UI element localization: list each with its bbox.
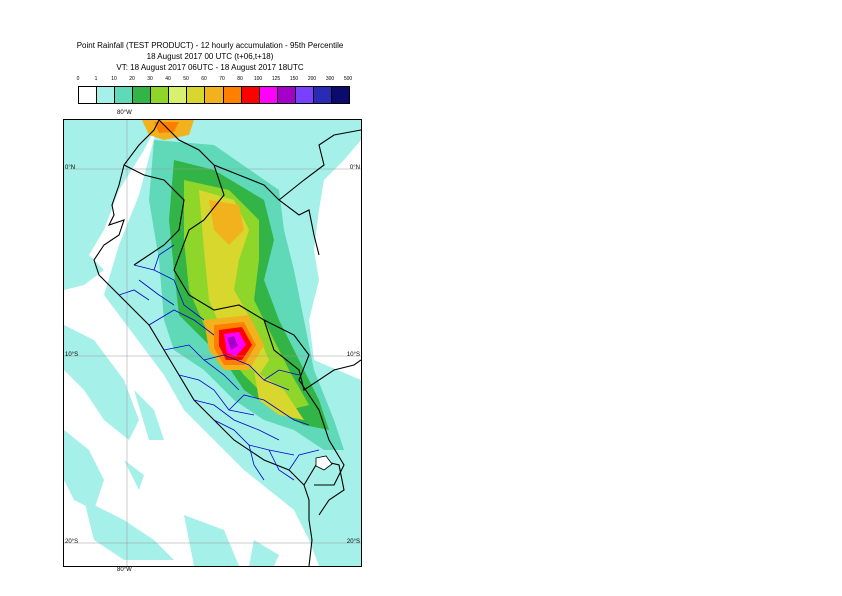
graticule bbox=[64, 120, 361, 566]
lon-label-bottom: 80°W bbox=[117, 567, 132, 573]
legend-label: 60 bbox=[201, 76, 207, 82]
legend-swatch bbox=[115, 87, 134, 103]
lon-label-top: 80°W bbox=[117, 110, 132, 116]
legend-label: 100 bbox=[253, 76, 263, 82]
legend-bar bbox=[78, 86, 350, 104]
country-border-ecuador bbox=[123, 164, 185, 266]
lake-titicaca bbox=[315, 455, 333, 471]
map-svg bbox=[64, 120, 361, 566]
rain-yellowgreen-south bbox=[254, 370, 304, 420]
regional-borders bbox=[118, 244, 320, 481]
rain-orange bbox=[209, 200, 244, 245]
lat-label-0-right: 0°N bbox=[349, 165, 360, 171]
title-line-2: 18 August 2017 00 UTC (t+06,t+18) bbox=[146, 52, 274, 61]
legend-swatch bbox=[223, 87, 242, 103]
legend-label: 80 bbox=[237, 76, 243, 82]
legend-label: 500 bbox=[343, 76, 353, 82]
map-title: Point Rainfall (TEST PRODUCT) - 12 hourl… bbox=[0, 40, 420, 73]
title-line-3: VT: 18 August 2017 06UTC - 18 August 201… bbox=[116, 63, 304, 72]
legend-swatch bbox=[241, 87, 260, 103]
legend-label: 40 bbox=[165, 76, 171, 82]
lat-label-20s-left: 20°S bbox=[65, 539, 79, 545]
legend-swatch bbox=[313, 87, 332, 103]
legend-labels: 0 1 10 20 30 40 50 60 70 80 100 125 150 200 300 500 bbox=[76, 76, 353, 84]
lat-label-10s-left: 10°S bbox=[65, 352, 79, 358]
legend-label: 20 bbox=[129, 76, 135, 82]
legend-label: 70 bbox=[219, 76, 225, 82]
country-border-brazil bbox=[173, 164, 361, 391]
country-border-venezuela bbox=[278, 129, 361, 201]
legend-label: 200 bbox=[307, 76, 317, 82]
legend-label: 300 bbox=[325, 76, 335, 82]
legend-swatch bbox=[169, 87, 188, 103]
legend-swatch bbox=[133, 87, 152, 103]
legend-swatch bbox=[151, 87, 170, 103]
legend-swatch bbox=[331, 87, 349, 103]
rain-purple bbox=[227, 336, 238, 350]
legend-label: 125 bbox=[271, 76, 281, 82]
legend-label: 150 bbox=[289, 76, 299, 82]
legend-swatch bbox=[79, 87, 98, 103]
lat-label-20s-right: 20°S bbox=[346, 539, 360, 545]
legend-swatch bbox=[259, 87, 278, 103]
legend-label: 50 bbox=[183, 76, 189, 82]
legend-swatch bbox=[97, 87, 116, 103]
legend-label: 10 bbox=[111, 76, 117, 82]
legend-swatch bbox=[205, 87, 224, 103]
legend-label: 1 bbox=[94, 76, 98, 82]
lat-label-0-left: 0°N bbox=[65, 165, 76, 171]
color-legend: 0 1 10 20 30 40 50 60 70 80 100 125 150 200 300 500 bbox=[76, 76, 353, 104]
title-line-1: Point Rainfall (TEST PRODUCT) - 12 hourl… bbox=[76, 41, 344, 50]
legend-swatch bbox=[295, 87, 314, 103]
lat-label-10s-right: 10°S bbox=[346, 352, 360, 358]
legend-label: 30 bbox=[147, 76, 153, 82]
legend-swatch bbox=[187, 87, 206, 103]
legend-swatch bbox=[277, 87, 296, 103]
legend-label: 0 bbox=[76, 76, 80, 82]
country-border-bolivia bbox=[263, 319, 345, 486]
rainfall-map: 0°N 0°N 10°S 10°S 20°S 20°S bbox=[63, 119, 362, 567]
country-border-colombia bbox=[158, 120, 320, 256]
